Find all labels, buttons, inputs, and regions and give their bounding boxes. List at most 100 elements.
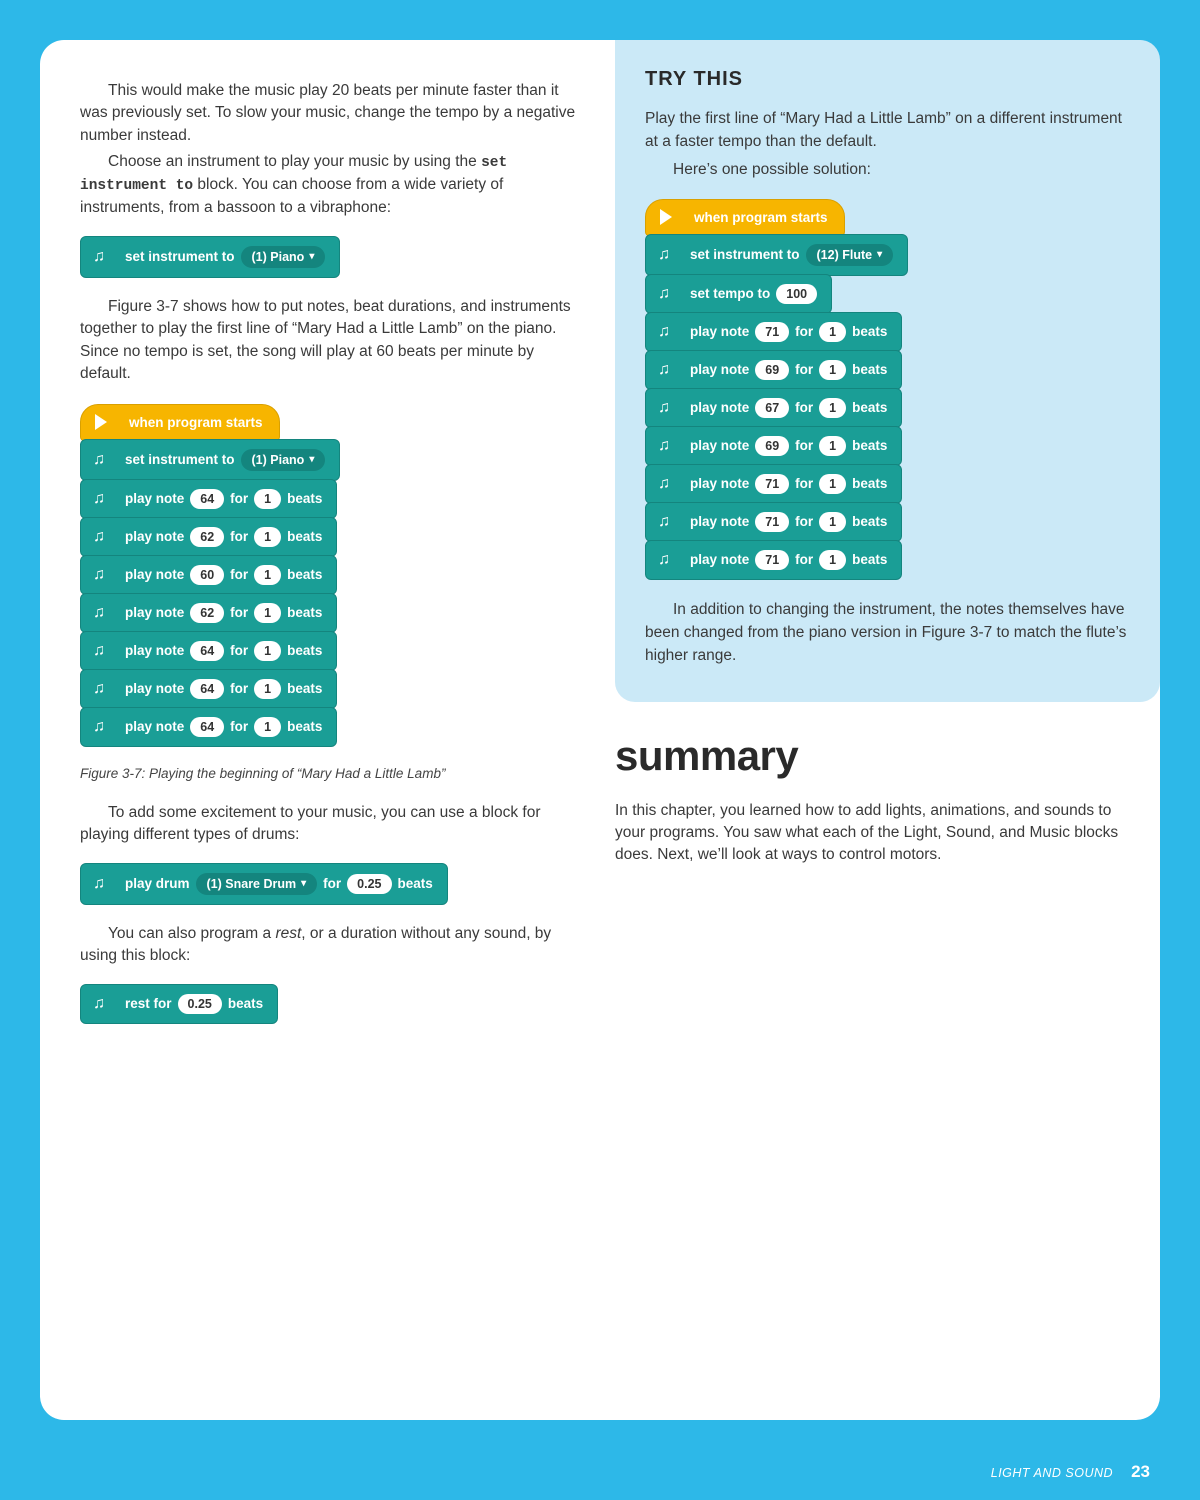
paragraph: Choose an instrument to play your music … [80,151,585,220]
beats-pill: 1 [819,550,846,570]
music-icon: ♫ [93,248,105,266]
block-label: beats [852,400,887,415]
block-label: play note [125,681,184,696]
set-instrument-block: ♫ set instrument to (1) Piano [80,236,340,278]
play-note-block: ♫play note67for1beats [645,388,902,428]
left-column: This would make the music play 20 beats … [80,80,585,1370]
block-label: beats [852,476,887,491]
note-pill: 62 [190,603,224,623]
music-icon: ♫ [658,437,670,455]
beats-pill: 1 [254,641,281,661]
beats-pill: 1 [819,474,846,494]
block-label: rest for [125,996,172,1011]
note-pill: 67 [755,398,789,418]
number-pill: 100 [776,284,817,304]
block-label: beats [228,996,263,1011]
paragraph: In this chapter, you learned how to add … [615,800,1120,867]
paragraph: Here’s one possible solution: [645,158,1130,181]
block-label: play note [125,529,184,544]
music-icon: ♫ [658,246,670,264]
block-label: set tempo to [690,286,770,301]
block-label: beats [287,681,322,696]
rest-block-wrap: ♫ rest for 0.25 beats [80,984,585,1024]
number-pill: 0.25 [178,994,222,1014]
text: Choose an instrument to play your music … [108,153,481,170]
sidebar-title: TRY THIS [645,68,1130,91]
beats-pill: 1 [819,322,846,342]
music-icon: ♫ [93,490,105,508]
block-label: play drum [125,876,190,891]
drum-block-wrap: ♫ play drum (1) Snare Drum for 0.25 beat… [80,863,585,905]
figure-caption: Figure 3-7: Playing the beginning of “Ma… [80,765,585,784]
paragraph: This would make the music play 20 beats … [80,80,585,147]
set-instrument-block: ♫ set instrument to (1) Piano [80,439,340,481]
code-block-stack-2: when program starts ♫ set instrument to … [645,199,1130,580]
block-label: play note [690,438,749,453]
dropdown-pill: (1) Piano [241,246,326,268]
play-note-block: ♫play note62for1beats [80,593,337,633]
music-icon: ♫ [93,566,105,584]
beats-pill: 1 [819,398,846,418]
block-label: play note [125,567,184,582]
page: This would make the music play 20 beats … [40,40,1160,1420]
hat-block: when program starts [645,199,845,236]
block-label: play note [690,400,749,415]
chapter-name: LIGHT AND SOUND [991,1466,1113,1480]
block-label: set instrument to [125,249,235,264]
block-label: for [230,719,248,734]
music-icon: ♫ [93,718,105,736]
block-label: beats [287,643,322,658]
music-icon: ♫ [93,528,105,546]
note-pill: 64 [190,717,224,737]
music-icon: ♫ [658,285,670,303]
music-icon: ♫ [93,604,105,622]
note-pill: 71 [755,322,789,342]
beats-pill: 1 [819,512,846,532]
block-label: for [230,529,248,544]
block-label: for [323,876,341,891]
paragraph: Figure 3-7 shows how to put notes, beat … [80,296,585,386]
page-footer: LIGHT AND SOUND 23 [991,1462,1150,1482]
block-label: play note [125,605,184,620]
block-label: for [795,552,813,567]
music-icon: ♫ [658,399,670,417]
block-label: beats [398,876,433,891]
try-this-sidebar: TRY THIS Play the first line of “Mary Ha… [615,40,1160,702]
block-label: beats [287,605,322,620]
block-label: play note [690,552,749,567]
block-label: for [230,605,248,620]
beats-pill: 1 [254,679,281,699]
play-note-block: ♫play note64for1beats [80,707,337,747]
note-pill: 64 [190,489,224,509]
beats-pill: 1 [254,717,281,737]
hat-label: when program starts [129,415,263,430]
beats-pill: 1 [254,489,281,509]
block-label: play note [690,362,749,377]
block-label: for [230,643,248,658]
italic-text: rest [275,925,301,942]
rest-block: ♫ rest for 0.25 beats [80,984,278,1024]
play-note-block: ♫play note64for1beats [80,479,337,519]
beats-pill: 1 [254,565,281,585]
note-pill: 69 [755,360,789,380]
block-label: play note [125,719,184,734]
music-icon: ♫ [658,551,670,569]
play-note-block: ♫play note71for1beats [645,540,902,580]
block-label: for [230,491,248,506]
music-icon: ♫ [658,475,670,493]
block-label: play note [125,643,184,658]
play-note-block: ♫play note71for1beats [645,312,902,352]
note-pill: 62 [190,527,224,547]
paragraph: In addition to changing the instrument, … [645,598,1130,668]
block-label: beats [852,552,887,567]
music-icon: ♫ [93,875,105,893]
dropdown-pill: (1) Piano [241,449,326,471]
music-icon: ♫ [93,642,105,660]
dropdown-pill: (12) Flute [806,244,894,266]
music-icon: ♫ [658,323,670,341]
music-icon: ♫ [93,451,105,469]
right-column: TRY THIS Play the first line of “Mary Ha… [615,80,1120,1370]
paragraph: You can also program a rest, or a durati… [80,923,585,968]
note-pill: 69 [755,436,789,456]
beats-pill: 1 [819,436,846,456]
